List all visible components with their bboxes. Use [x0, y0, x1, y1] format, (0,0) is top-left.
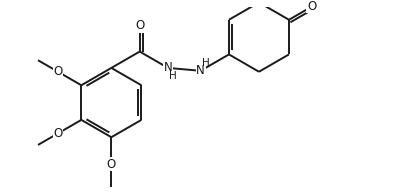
Text: O: O [107, 158, 116, 171]
Text: N: N [196, 64, 205, 77]
Text: O: O [135, 19, 144, 32]
Text: H: H [202, 58, 209, 68]
Text: O: O [53, 65, 63, 78]
Text: O: O [307, 0, 316, 13]
Text: O: O [53, 127, 63, 140]
Text: H: H [169, 71, 177, 81]
Text: N: N [164, 61, 173, 74]
